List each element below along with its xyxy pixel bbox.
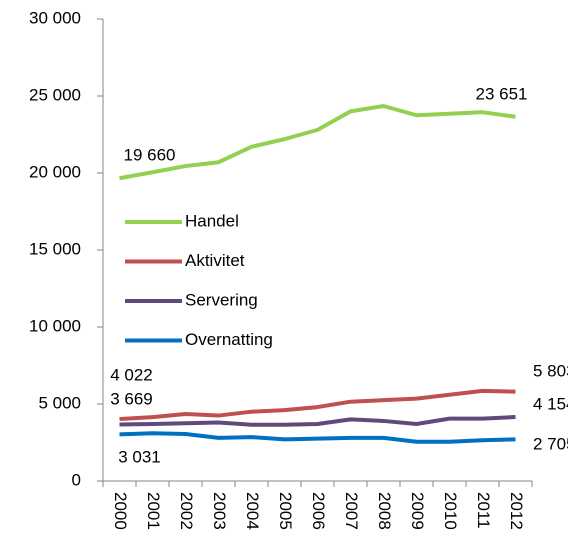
line [119, 415, 516, 427]
data-label: 4 022 [110, 365, 153, 384]
data-label: 3 669 [110, 389, 153, 408]
x-tick-label: 2011 [474, 492, 493, 529]
data-label: 5 803 [533, 361, 568, 380]
data-label: 3 031 [118, 447, 161, 466]
y-tick-label: 0 [72, 470, 81, 489]
data-label: 19 660 [124, 146, 176, 165]
x-tick-label: 2003 [210, 492, 229, 530]
x-tick-label: 2001 [144, 492, 163, 530]
x-tick-label: 2008 [375, 492, 394, 530]
x-tick-label: 2007 [342, 492, 361, 530]
data-label: 23 651 [476, 84, 528, 103]
y-tick-label: 20 000 [29, 162, 81, 181]
line [119, 104, 516, 181]
x-tick-label: 2009 [408, 492, 427, 530]
legend-label: Servering [185, 290, 258, 309]
legend-label: Handel [185, 211, 239, 230]
y-tick-label: 15 000 [29, 239, 81, 258]
y-tick-label: 25 000 [29, 85, 81, 104]
x-tick-label: 2000 [111, 492, 130, 530]
y-tick-label: 10 000 [29, 316, 81, 335]
line [119, 388, 516, 422]
x-tick-label: 2002 [177, 492, 196, 530]
x-tick-label: 2012 [507, 492, 526, 530]
legend-label: Aktivitet [185, 251, 245, 270]
data-label: 4 154 [533, 394, 568, 413]
x-tick-label: 2005 [276, 492, 295, 530]
y-tick-label: 5 000 [38, 393, 81, 412]
y-tick-label: 30 000 [29, 8, 81, 27]
legend-label: Overnatting [185, 330, 273, 349]
x-tick-label: 2004 [243, 492, 262, 530]
data-label: 2 705 [533, 434, 568, 453]
x-tick-label: 2006 [309, 492, 328, 530]
line [119, 431, 516, 444]
x-tick-label: 2010 [441, 492, 460, 530]
